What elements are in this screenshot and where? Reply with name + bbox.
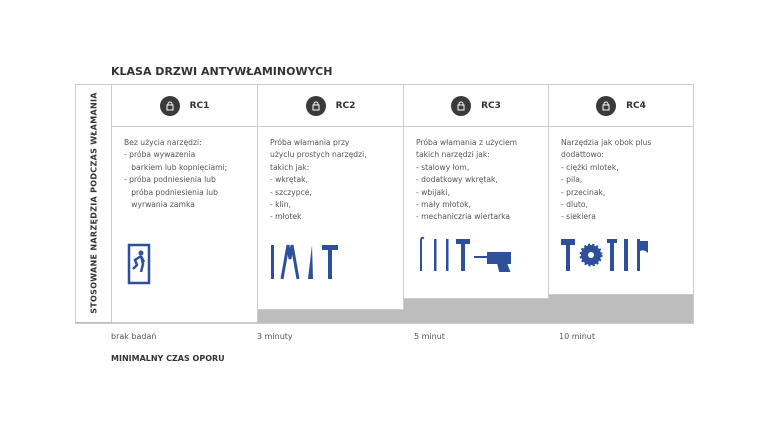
time-label: 10 minut [559, 332, 596, 341]
tools-icons [420, 236, 511, 272]
lock-icon [159, 95, 180, 116]
time-label: 5 minut [414, 332, 445, 341]
axis-title: MINIMALNY CZAS OPORU [111, 354, 225, 363]
column-rc4: RC4 Narzędzia jak obok plus dodattowo: -… [549, 85, 693, 295]
column-description: Narzędzia jak obok plus dodattowo: - cię… [561, 138, 652, 222]
door-class-table: STOSOWANE NARZĘDZIA PODCZAS WŁAMANIA RC1… [75, 84, 694, 324]
person-forcing-door-icon [127, 243, 151, 285]
tools-icons [561, 239, 648, 271]
time-label: brak badań [111, 332, 157, 341]
lock-icon [305, 95, 326, 116]
tools-icons [271, 244, 338, 280]
column-description: Próba włamania z użyciem takich narzędzi… [416, 138, 518, 222]
lock-icon [451, 95, 472, 116]
column-rc1: RC1 Bez użycia narzędzi: - próba wywazen… [112, 85, 258, 323]
time-label: 3 minuty [257, 332, 293, 341]
column-rc2: RC2 Próba włamania przy użyclu prostych … [258, 85, 404, 310]
column-description: Bez użycia narzędzi: - próba wywazenia b… [124, 138, 228, 210]
side-label: STOSOWANE NARZĘDZIA PODCZAS WŁAMANIA [76, 85, 112, 322]
column-rc3: RC3 Próba włamania z użyciem takich narz… [404, 85, 549, 299]
diagram-title: KLASA DRZWI ANTYWŁAMINOWYCH [111, 65, 333, 78]
column-description: Próba włamania przy użyclu prostych narz… [270, 138, 367, 222]
lock-icon [596, 95, 617, 116]
